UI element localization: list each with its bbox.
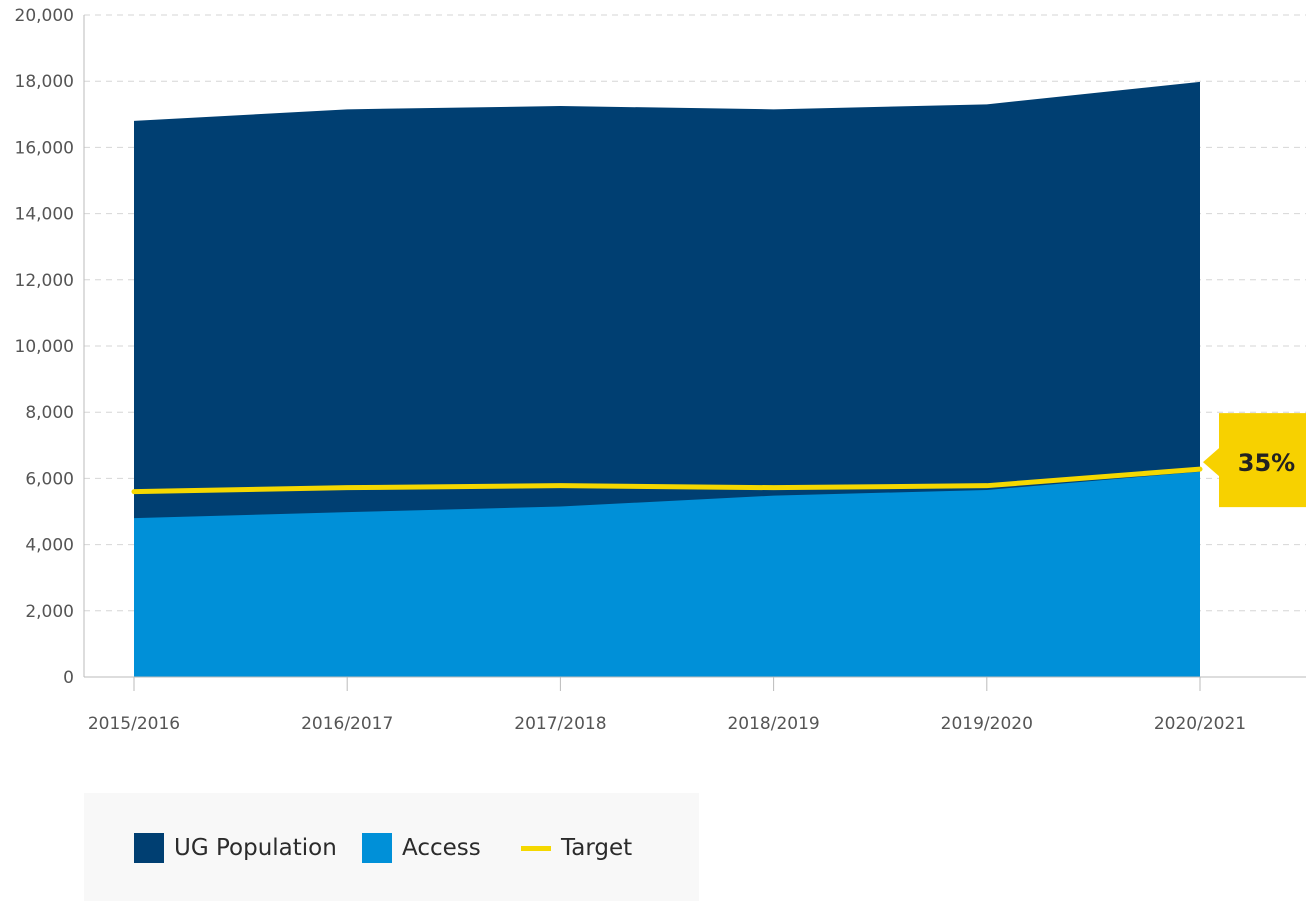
y-tick-label: 8,000 — [25, 403, 74, 423]
x-tick-label: 2020/2021 — [1154, 714, 1246, 734]
legend-label: Target — [561, 835, 633, 861]
legend-swatch-ug-population — [134, 833, 164, 863]
x-tick-label: 2016/2017 — [301, 714, 393, 734]
y-tick-label: 20,000 — [15, 6, 74, 26]
y-tick-label: 2,000 — [25, 602, 74, 622]
x-tick-label: 2018/2019 — [727, 714, 819, 734]
legend-item-ug-population: UG Population — [134, 833, 337, 863]
x-tick-label: 2019/2020 — [941, 714, 1033, 734]
line-target — [131, 466, 1203, 495]
legend-swatch-target — [521, 845, 551, 851]
y-tick-label: 0 — [63, 668, 74, 688]
legend-label: UG Population — [174, 835, 337, 861]
area-access — [134, 471, 1200, 677]
legend-item-access: Access — [362, 833, 481, 863]
x-axis: 2015/2016 2016/2017 2017/2018 2018/2019 2019… — [88, 677, 1246, 734]
annotation-badge: 35% — [1203, 413, 1306, 508]
y-tick-label: 12,000 — [15, 271, 74, 291]
chart: 0 2,000 4,000 6,000 8,000 10,000 12,000 14,000 1… — [15, 6, 1306, 734]
y-tick-label: 16,000 — [15, 138, 74, 158]
y-tick-label: 18,000 — [15, 72, 74, 92]
legend-swatch-access — [362, 833, 392, 863]
legend-label: Access — [402, 835, 481, 861]
annotation-text: 35% — [1238, 449, 1295, 477]
y-axis: 0 2,000 4,000 6,000 8,000 10,000 12,000 14,000 1… — [15, 6, 74, 688]
y-tick-label: 14,000 — [15, 205, 74, 225]
y-tick-label: 6,000 — [25, 469, 74, 489]
x-tick-label: 2017/2018 — [514, 714, 606, 734]
y-tick-label: 10,000 — [15, 337, 74, 357]
x-tick-label: 2015/2016 — [88, 714, 180, 734]
legend: UG Population Access Target — [84, 793, 699, 901]
legend-item-target: Target — [521, 833, 632, 863]
y-tick-label: 4,000 — [25, 536, 74, 556]
annotation-badge-shape — [1203, 413, 1306, 508]
